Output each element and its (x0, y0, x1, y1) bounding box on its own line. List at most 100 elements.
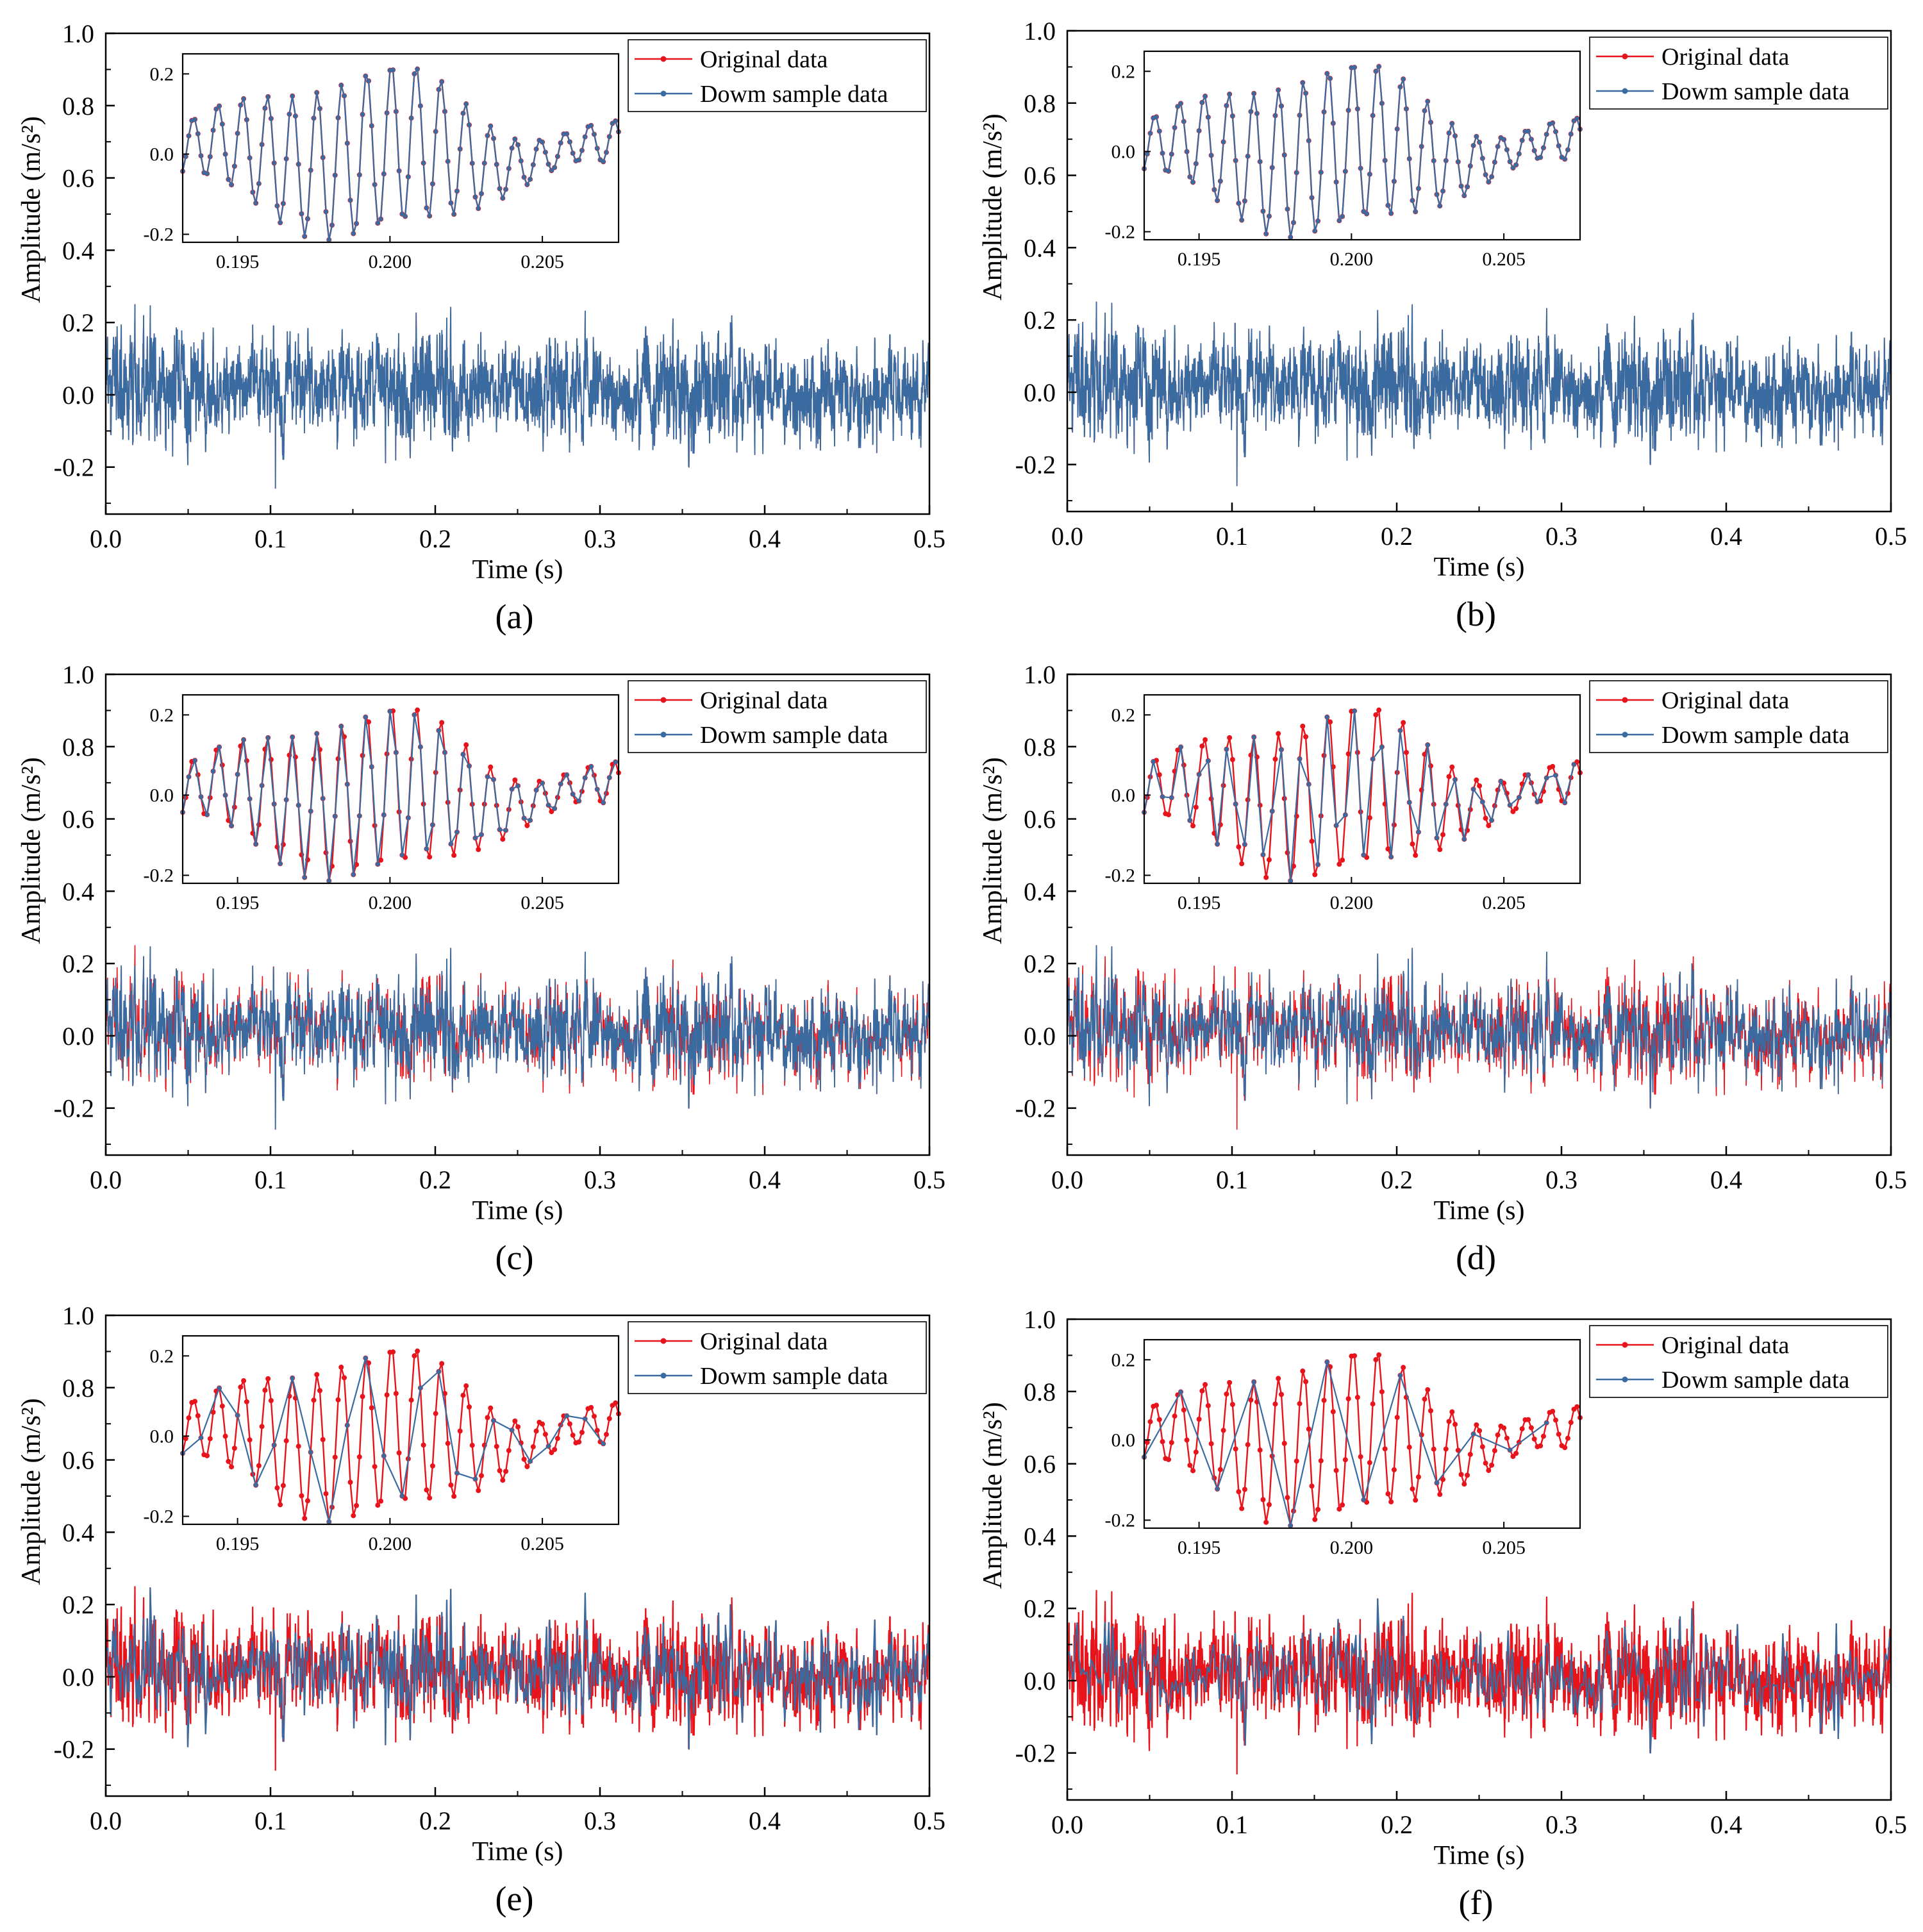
inset-downsample-data-point (1361, 853, 1366, 858)
legend-swatch-marker (660, 1338, 667, 1344)
inset-downsample-data-point (375, 221, 380, 226)
inset-downsample-data-point (296, 803, 301, 808)
inset-downsample-data-point (576, 158, 581, 162)
inset-original-data-point (366, 719, 372, 725)
y-tick-label: 0.0 (1024, 1667, 1056, 1695)
inset-original-data-point (451, 1494, 457, 1499)
inset-downsample-data-point (235, 772, 240, 777)
inset-downsample-data-point (317, 106, 322, 111)
inset-original-data-point (463, 742, 469, 748)
inset-downsample-data-point (287, 112, 292, 117)
inset-series (180, 66, 621, 243)
inset-downsample-data-point (1187, 174, 1192, 179)
inset-original-data-point (524, 1463, 530, 1469)
inset-downsample-data-point (1489, 174, 1494, 179)
legend-box (1589, 680, 1888, 753)
inset-original-data-point (479, 1473, 485, 1479)
inset-y-tick-label: -0.2 (144, 1506, 174, 1527)
inset-original-data-point (1474, 777, 1479, 783)
inset-downsample-data-point (1453, 133, 1458, 138)
panel-b: 0.0 0.1 0.2 0.3 0.4 0.5 -0.2 0.0 0.2 0.4 0.6 0.8 1.0… (978, 17, 1907, 633)
x-axis-label: Time (s) (1434, 1196, 1525, 1226)
inset-downsample-data-point (1572, 119, 1576, 123)
inset-downsample-data-point (1324, 71, 1329, 76)
inset-downsample-data-point (1501, 137, 1506, 142)
inset-downsample-data-point (1492, 160, 1497, 165)
inset-original-data-point (280, 1483, 286, 1488)
inset-original-data-point (445, 1440, 451, 1446)
inset-downsample-data-point (192, 758, 197, 763)
inset-x-tick-label: 0.205 (520, 892, 564, 913)
inset-downsample-data-point (1187, 818, 1192, 823)
inset-original-data-point (1184, 1437, 1190, 1443)
inset-original-data-point (603, 1431, 609, 1437)
inset-downsample-data-point (1361, 209, 1366, 214)
inset-downsample-data-point (232, 163, 237, 169)
inset-original-data-point (1227, 1379, 1233, 1385)
inset-original-data-point (1345, 751, 1351, 757)
legend-swatch-marker (660, 731, 667, 738)
inset-original-data-point (533, 1428, 539, 1434)
inset-downsample-data-point (394, 109, 399, 114)
inset-downsample-data-point (397, 169, 402, 174)
inset-original-data-point (1394, 1415, 1400, 1420)
inset-original-data-point (457, 1428, 463, 1434)
inset-downsample-data-point (512, 137, 517, 142)
inset-downsample-data-point (399, 1494, 404, 1499)
inset-downsample-data-point (1206, 758, 1211, 763)
x-tick-label: 0.2 (419, 1165, 451, 1194)
inset-downsample-data-point (607, 775, 612, 780)
inset-original-data-point (1495, 1432, 1501, 1438)
inset-downsample-data-point (1444, 158, 1449, 163)
legend-box (1589, 37, 1888, 110)
inset-original-data-point (1370, 1401, 1376, 1407)
inset-downsample-data-point (1227, 92, 1232, 97)
inset-downsample-data-point (482, 161, 487, 165)
inset-original-data-point (1428, 1408, 1433, 1413)
series-downsample-data-line (1067, 301, 1892, 487)
inset-downsample-data-point (601, 159, 606, 164)
legend-swatch-marker (660, 56, 667, 62)
inset-downsample-data-point (1199, 100, 1204, 105)
inset-downsample-data-point (1508, 803, 1513, 808)
inset-original-data-point (192, 1399, 198, 1404)
panel-d: 0.0 0.1 0.2 0.3 0.4 0.5 -0.2 0.0 0.2 0.4 0.6 0.8 1.0… (978, 660, 1907, 1277)
inset-downsample-data-point (1440, 188, 1445, 194)
inset-downsample-data-point (418, 744, 423, 749)
inset-frame (1143, 1338, 1581, 1529)
y-tick-label: 1.0 (1024, 660, 1056, 689)
inset-downsample-data-point (1315, 862, 1320, 867)
inset-original-data-point (1540, 1433, 1546, 1439)
x-tick-label: 0.1 (254, 524, 287, 553)
inset-downsample-data-point (369, 123, 374, 128)
inset-downsample-data-point (1254, 111, 1260, 116)
inset-downsample-data-point (1553, 129, 1558, 134)
inset-downsample-data-point (278, 221, 283, 225)
inset-original-data-point (1437, 847, 1443, 853)
inset-original-data-point (606, 1416, 612, 1422)
inset-original-data-point (384, 1392, 390, 1398)
inset-downsample-data-point (1535, 799, 1540, 804)
legend-box (1589, 1325, 1888, 1398)
inset-downsample-data-point (338, 724, 344, 729)
inset-downsample-data-point (241, 737, 246, 742)
inset-downsample-data-point (220, 122, 225, 126)
inset-original-data-point (1489, 1462, 1495, 1468)
inset-downsample-data-point (324, 209, 328, 214)
inset-downsample-data-point (204, 171, 210, 176)
inset-original-data-point (1550, 1408, 1556, 1414)
x-tick-label: 0.1 (254, 1165, 287, 1194)
inset-downsample-data-point (275, 203, 279, 208)
inset-downsample-data-point (1258, 159, 1263, 164)
legend-label: Dowm sample data (1661, 78, 1850, 105)
inset-downsample-data-point (399, 212, 404, 217)
inset-downsample-data-point (1331, 121, 1336, 126)
inset-original-data-point (552, 1447, 558, 1453)
inset-downsample-data-point (1279, 103, 1284, 108)
inset-original-data-point (396, 1450, 402, 1456)
inset-downsample-data-point (528, 177, 533, 182)
x-tick-label: 0.0 (1051, 1810, 1083, 1839)
inset-downsample-data-point (244, 117, 249, 122)
inset-x-tick-label: 0.195 (1178, 249, 1221, 270)
inset-original-data-point (335, 1397, 341, 1403)
